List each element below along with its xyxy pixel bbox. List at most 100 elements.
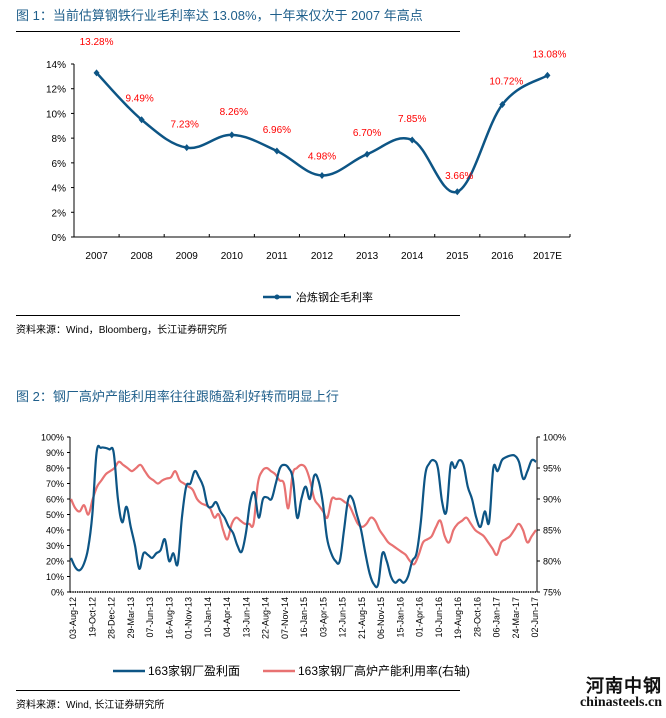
data-point-marker — [319, 171, 325, 179]
x-tick-label: 22-Aug-14 — [261, 597, 271, 639]
x-tick-label: 2010 — [221, 251, 244, 262]
left-y-tick-label: 80% — [46, 464, 64, 474]
x-tick-label: 2017E — [533, 251, 562, 262]
data-label: 3.66% — [445, 171, 473, 182]
figure1-source-rule — [16, 315, 460, 316]
x-tick-label: 10-Jun-16 — [434, 597, 444, 638]
x-tick-label: 2009 — [176, 251, 199, 262]
data-point-marker — [138, 116, 145, 124]
data-label: 13.28% — [80, 37, 114, 48]
y-tick-label: 12% — [46, 85, 66, 96]
x-tick-label: 16-Jan-15 — [299, 597, 309, 638]
right-y-tick-label: 80% — [543, 557, 561, 567]
chart2-series-profitability — [69, 444, 537, 589]
data-label: 13.08% — [532, 49, 566, 60]
y-tick-label: 2% — [52, 208, 67, 219]
x-tick-label: 10-Jan-14 — [203, 597, 213, 638]
left-y-tick-label: 60% — [46, 495, 64, 505]
legend-label: 冶炼钢企毛利率 — [296, 290, 373, 304]
right-y-tick-label: 75% — [543, 588, 561, 598]
data-point-marker — [409, 136, 416, 144]
x-tick-label: 2013 — [356, 251, 379, 262]
x-tick-label: 01-Apr-16 — [415, 597, 425, 637]
x-tick-label: 07-Nov-14 — [280, 597, 290, 639]
left-y-tick-label: 0% — [51, 588, 64, 598]
data-label: 7.85% — [398, 114, 426, 125]
figure2-title: 图 2：钢厂高炉产能利用率往往跟随盈利好转而明显上行 — [16, 389, 339, 404]
x-tick-label: 2008 — [131, 251, 154, 262]
data-point-marker — [273, 147, 280, 155]
x-tick-label: 03-Apr-15 — [318, 597, 328, 637]
figure2-source: 资料来源：Wind, 长江证券研究所 — [16, 700, 165, 711]
data-point-marker — [364, 150, 371, 158]
x-tick-label: 15-Jan-16 — [395, 597, 405, 638]
watermark-url: chinasteels.cn — [579, 695, 662, 710]
x-tick-label: 28-Dec-12 — [107, 597, 117, 639]
x-tick-label: 24-Mar-17 — [511, 597, 521, 639]
y-tick-label: 0% — [52, 233, 67, 244]
data-point-marker — [93, 69, 100, 77]
x-tick-label: 2014 — [401, 251, 424, 262]
x-tick-label: 06-Jan-17 — [492, 597, 502, 638]
x-tick-label: 2015 — [446, 251, 469, 262]
right-y-tick-label: 100% — [543, 433, 566, 443]
right-y-tick-label: 90% — [543, 495, 561, 505]
x-tick-label: 06-Nov-15 — [376, 597, 386, 639]
figure2-source-rule — [16, 690, 460, 691]
x-tick-label: 2012 — [311, 251, 334, 262]
data-point-marker — [454, 188, 461, 196]
data-label: 10.72% — [489, 77, 523, 88]
x-tick-label: 19-Aug-16 — [453, 597, 463, 639]
chart2-series-utilization — [69, 460, 537, 566]
left-y-tick-label: 20% — [46, 557, 64, 567]
y-tick-label: 8% — [52, 134, 67, 145]
chart2-legend: 163家钢厂盈利面 163家钢厂高炉产能利用率(右轴) — [113, 663, 470, 678]
chart1-axes: 0% 2% 4% 6% 8% 10% 12% 14% 2007 2008 2009 2010 2011 2… — [46, 60, 571, 262]
figure1-source: 资料来源：Wind，Bloomberg，长江证券研究所 — [16, 325, 228, 336]
data-point-marker — [499, 101, 506, 109]
legend-label-profitability: 163家钢厂盈利面 — [148, 663, 240, 678]
left-y-tick-label: 90% — [46, 448, 64, 458]
data-label: 7.23% — [171, 120, 199, 131]
chart1-legend: 冶炼钢企毛利率 — [263, 290, 373, 304]
figure1-title-rule — [16, 31, 460, 32]
x-tick-label: 2016 — [491, 251, 514, 262]
x-tick-label: 03-Aug-12 — [68, 597, 78, 639]
data-label: 4.98% — [308, 151, 336, 162]
legend-label-utilization: 163家钢厂高炉产能利用率(右轴) — [298, 663, 470, 678]
left-y-tick-label: 10% — [46, 572, 64, 582]
y-tick-label: 14% — [46, 60, 66, 71]
x-tick-label: 13-Jun-14 — [241, 597, 251, 638]
data-label: 6.96% — [263, 125, 291, 136]
data-label: 9.49% — [125, 94, 153, 105]
right-y-tick-label: 95% — [543, 464, 561, 474]
left-y-tick-label: 30% — [46, 541, 64, 551]
x-tick-label: 16-Aug-13 — [164, 597, 174, 639]
data-point-marker — [544, 71, 551, 79]
left-y-tick-label: 40% — [46, 526, 64, 536]
left-y-tick-label: 50% — [46, 510, 64, 520]
x-tick-label: 07-Jun-13 — [145, 597, 155, 638]
chart1-series-line — [95, 72, 549, 194]
right-y-tick-label: 85% — [543, 526, 561, 536]
legend-marker-icon — [274, 294, 280, 300]
data-label: 6.70% — [353, 128, 381, 139]
x-tick-label: 04-Apr-14 — [222, 597, 232, 637]
data-point-marker — [183, 144, 190, 152]
chart1: 0% 2% 4% 6% 8% 10% 12% 14% 2007 2008 2009 2010 2011 2… — [46, 37, 571, 304]
y-tick-label: 6% — [52, 159, 67, 170]
x-tick-label: 02-Jun-17 — [530, 597, 540, 638]
x-tick-label: 2011 — [266, 251, 288, 262]
x-tick-label: 28-Oct-16 — [472, 597, 482, 637]
chart1-markers — [93, 69, 551, 196]
x-tick-label: 12-Jun-15 — [338, 597, 348, 638]
x-tick-label: 19-Oct-12 — [87, 597, 97, 637]
x-tick-label: 01-Nov-13 — [184, 597, 194, 639]
chart2-axes: 0% 10% 20% 30% 40% 50% 60% 70% 80% 90% 100% 75% 80% 8… — [41, 433, 566, 640]
data-point-marker — [228, 131, 235, 139]
left-y-tick-label: 100% — [41, 433, 64, 443]
x-tick-label: 21-Aug-15 — [357, 597, 367, 639]
x-tick-label: 2007 — [85, 251, 108, 262]
y-tick-label: 4% — [52, 184, 67, 195]
